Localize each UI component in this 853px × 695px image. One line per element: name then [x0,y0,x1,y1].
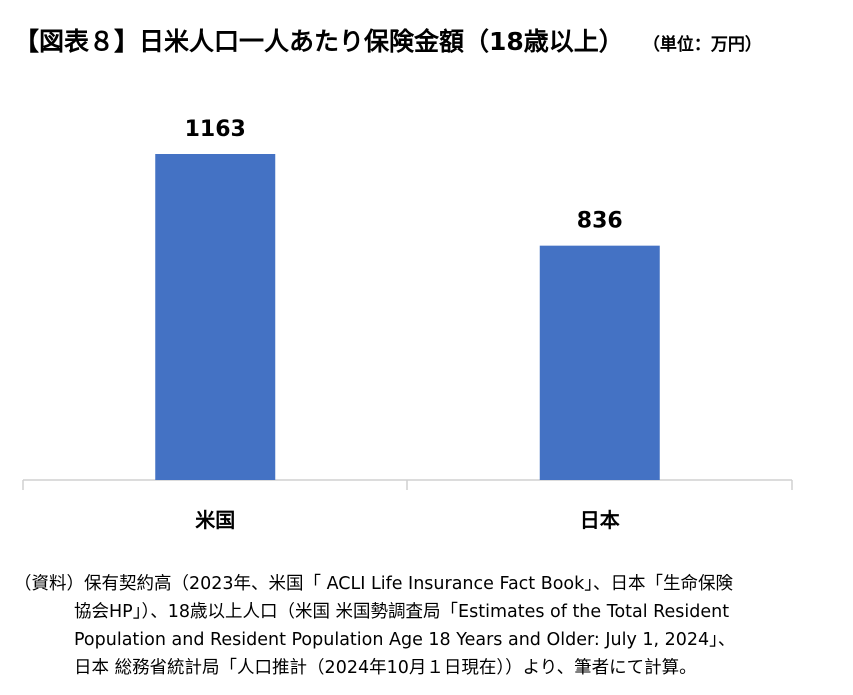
unit-label: （単位：万円） [642,35,762,55]
bar-chart: 1163 米国 836 日本 [22,117,793,532]
chart-title: 【図表８】日米人口一人あたり保険金額（18歳以上） [14,27,624,56]
bar-series: 1163 米国 836 日本 [155,117,660,532]
category-label: 米国 [195,508,235,532]
data-label: 1163 [185,117,246,142]
bar [155,154,276,480]
source-note: （資料）保有契約高（2023年、米国「 ACLI Life Insurance … [14,570,844,682]
source-line: 日本 総務省統計局「人口推計（2024年10月１日現在））より、筆者にて計算。 [74,658,697,678]
category-label: 日本 [580,508,620,532]
bar [539,245,660,480]
source-line: 協会HP」）、18歳以上人口（米国 米国勢調査局「Estimates of th… [74,602,730,622]
data-label: 836 [577,209,623,234]
chart-title-row: 【図表８】日米人口一人あたり保険金額（18歳以上） （単位：万円） [14,22,762,58]
source-line: （資料）保有契約高（2023年、米国「 ACLI Life Insurance … [14,574,734,594]
source-line: Population and Resident Population Age 1… [74,630,736,650]
